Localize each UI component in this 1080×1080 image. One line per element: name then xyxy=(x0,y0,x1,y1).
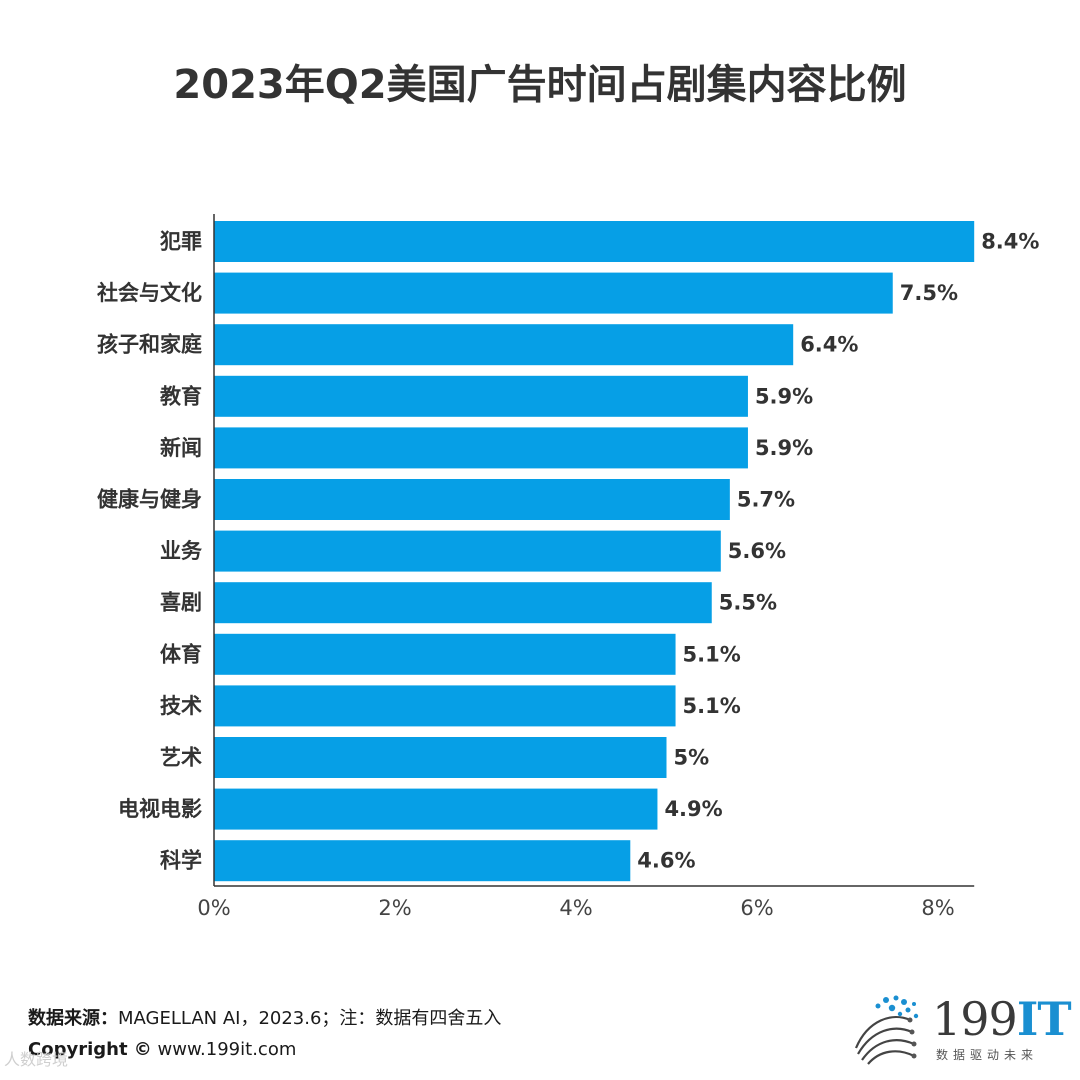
value-labels-group: 8.4% 7.5% 6.4% 5.9% 5.9% 5.7% 5.6% 5.5% 5.1% 5.1%… xyxy=(637,230,1039,873)
bar-11 xyxy=(214,737,667,778)
category-label: 电视电影 xyxy=(118,797,202,821)
bar-4 xyxy=(214,375,748,417)
category-label: 新闻 xyxy=(160,436,202,460)
copyright-url[interactable]: www.199it.com xyxy=(157,1039,297,1060)
dot-globe-icon xyxy=(854,995,919,1065)
data-source-note: 数据来源：MAGELLAN AI，2023.6；注：数据有四舍五入 xyxy=(28,1004,501,1030)
category-label: 孩子和家庭 xyxy=(97,333,202,357)
value-label: 5.9% xyxy=(755,436,813,460)
value-label: 5.6% xyxy=(728,539,786,563)
bars-group xyxy=(214,221,975,882)
x-tick-label: 8% xyxy=(921,896,954,920)
bar-2 xyxy=(214,272,893,314)
logo-wordmark: 199IT xyxy=(932,992,1072,1046)
x-tick-label: 0% xyxy=(197,896,230,920)
bar-12 xyxy=(214,788,658,830)
value-label: 6.4% xyxy=(800,333,858,357)
brand-logo: 199IT 数据驱动未来 xyxy=(848,990,1072,1070)
copyright-line: Copyright © www.199it.com xyxy=(28,1039,296,1060)
category-label: 犯罪 xyxy=(159,230,202,254)
source-text: MAGELLAN AI，2023.6；注：数据有四舍五入 xyxy=(118,1008,502,1029)
logo-letters: IT xyxy=(1016,992,1072,1046)
bar-13 xyxy=(214,840,631,882)
category-label: 社会与文化 xyxy=(96,281,202,305)
bar-1 xyxy=(214,221,975,262)
bar-5 xyxy=(214,427,748,469)
value-label: 5.1% xyxy=(683,694,741,718)
value-label: 4.6% xyxy=(637,849,695,873)
x-tick-label: 6% xyxy=(740,896,773,920)
copyright-label: Copyright © xyxy=(28,1039,152,1060)
bar-6 xyxy=(214,479,730,520)
value-label: 4.9% xyxy=(664,797,722,821)
watermark: 人数跨境 xyxy=(4,1050,69,1069)
logo-number: 199 xyxy=(932,992,1018,1046)
value-label: 5.1% xyxy=(683,642,741,666)
chart-title: 2023年Q2美国广告时间占剧集内容比例 xyxy=(173,62,907,108)
bar-3 xyxy=(214,324,794,366)
value-label: 7.5% xyxy=(900,281,958,305)
value-label: 5.9% xyxy=(755,384,813,408)
bar-10 xyxy=(214,685,676,727)
category-label: 技术 xyxy=(160,694,202,718)
category-label: 业务 xyxy=(160,539,203,563)
bar-9 xyxy=(214,633,676,675)
bar-8 xyxy=(214,582,712,624)
source-label: 数据来源： xyxy=(28,1008,118,1029)
value-label: 5% xyxy=(674,746,710,770)
category-label: 喜剧 xyxy=(160,591,202,615)
logo-slogan: 数据驱动未来 xyxy=(936,1048,1039,1062)
category-label: 体育 xyxy=(160,642,202,666)
x-tick-label: 4% xyxy=(559,896,592,920)
category-label: 教育 xyxy=(160,384,202,408)
value-label: 8.4% xyxy=(981,230,1039,254)
category-label: 健康与健身 xyxy=(97,488,202,512)
value-label: 5.5% xyxy=(719,591,777,615)
axes-group xyxy=(213,214,975,887)
x-tick-label: 2% xyxy=(378,896,411,920)
value-label: 5.7% xyxy=(737,488,795,512)
category-label: 艺术 xyxy=(160,746,202,770)
tick-labels-group: 0% 2% 4% 6% 8% xyxy=(197,896,954,920)
bar-7 xyxy=(214,530,721,572)
category-label: 科学 xyxy=(160,849,202,873)
